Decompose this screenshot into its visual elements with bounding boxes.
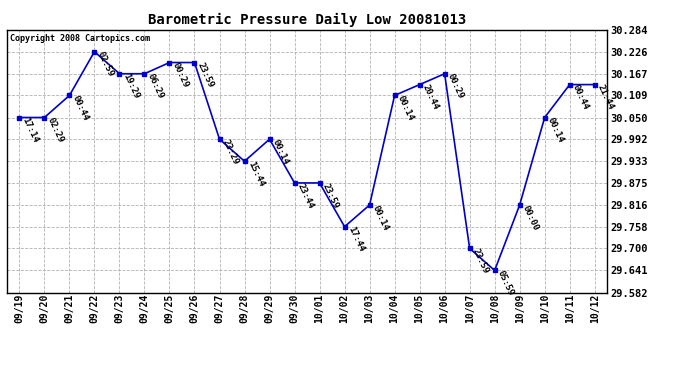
Text: 00:14: 00:14 (371, 204, 391, 232)
Text: 00:44: 00:44 (571, 83, 591, 111)
Text: 00:29: 00:29 (171, 61, 190, 89)
Text: 00:29: 00:29 (446, 72, 466, 100)
Text: 15:44: 15:44 (246, 160, 266, 188)
Text: 00:44: 00:44 (71, 94, 90, 122)
Text: 23:59: 23:59 (321, 182, 340, 210)
Text: 17:14: 17:14 (21, 116, 40, 144)
Text: 06:29: 06:29 (146, 72, 166, 100)
Text: 19:29: 19:29 (121, 72, 140, 100)
Text: 23:59: 23:59 (196, 61, 215, 89)
Text: 02:29: 02:29 (46, 116, 66, 144)
Text: 17:44: 17:44 (346, 225, 366, 254)
Text: 20:44: 20:44 (421, 83, 440, 111)
Text: 23:44: 23:44 (296, 182, 315, 210)
Text: 23:59: 23:59 (471, 247, 491, 275)
Text: 02:59: 02:59 (96, 50, 115, 78)
Text: 00:14: 00:14 (546, 116, 566, 144)
Text: 23:29: 23:29 (221, 138, 240, 166)
Text: 00:14: 00:14 (396, 94, 415, 122)
Text: 00:00: 00:00 (521, 204, 540, 232)
Text: Copyright 2008 Cartopics.com: Copyright 2008 Cartopics.com (10, 34, 150, 43)
Title: Barometric Pressure Daily Low 20081013: Barometric Pressure Daily Low 20081013 (148, 13, 466, 27)
Text: 21:44: 21:44 (596, 83, 615, 111)
Text: 00:14: 00:14 (271, 138, 290, 166)
Text: 05:59: 05:59 (496, 269, 515, 297)
